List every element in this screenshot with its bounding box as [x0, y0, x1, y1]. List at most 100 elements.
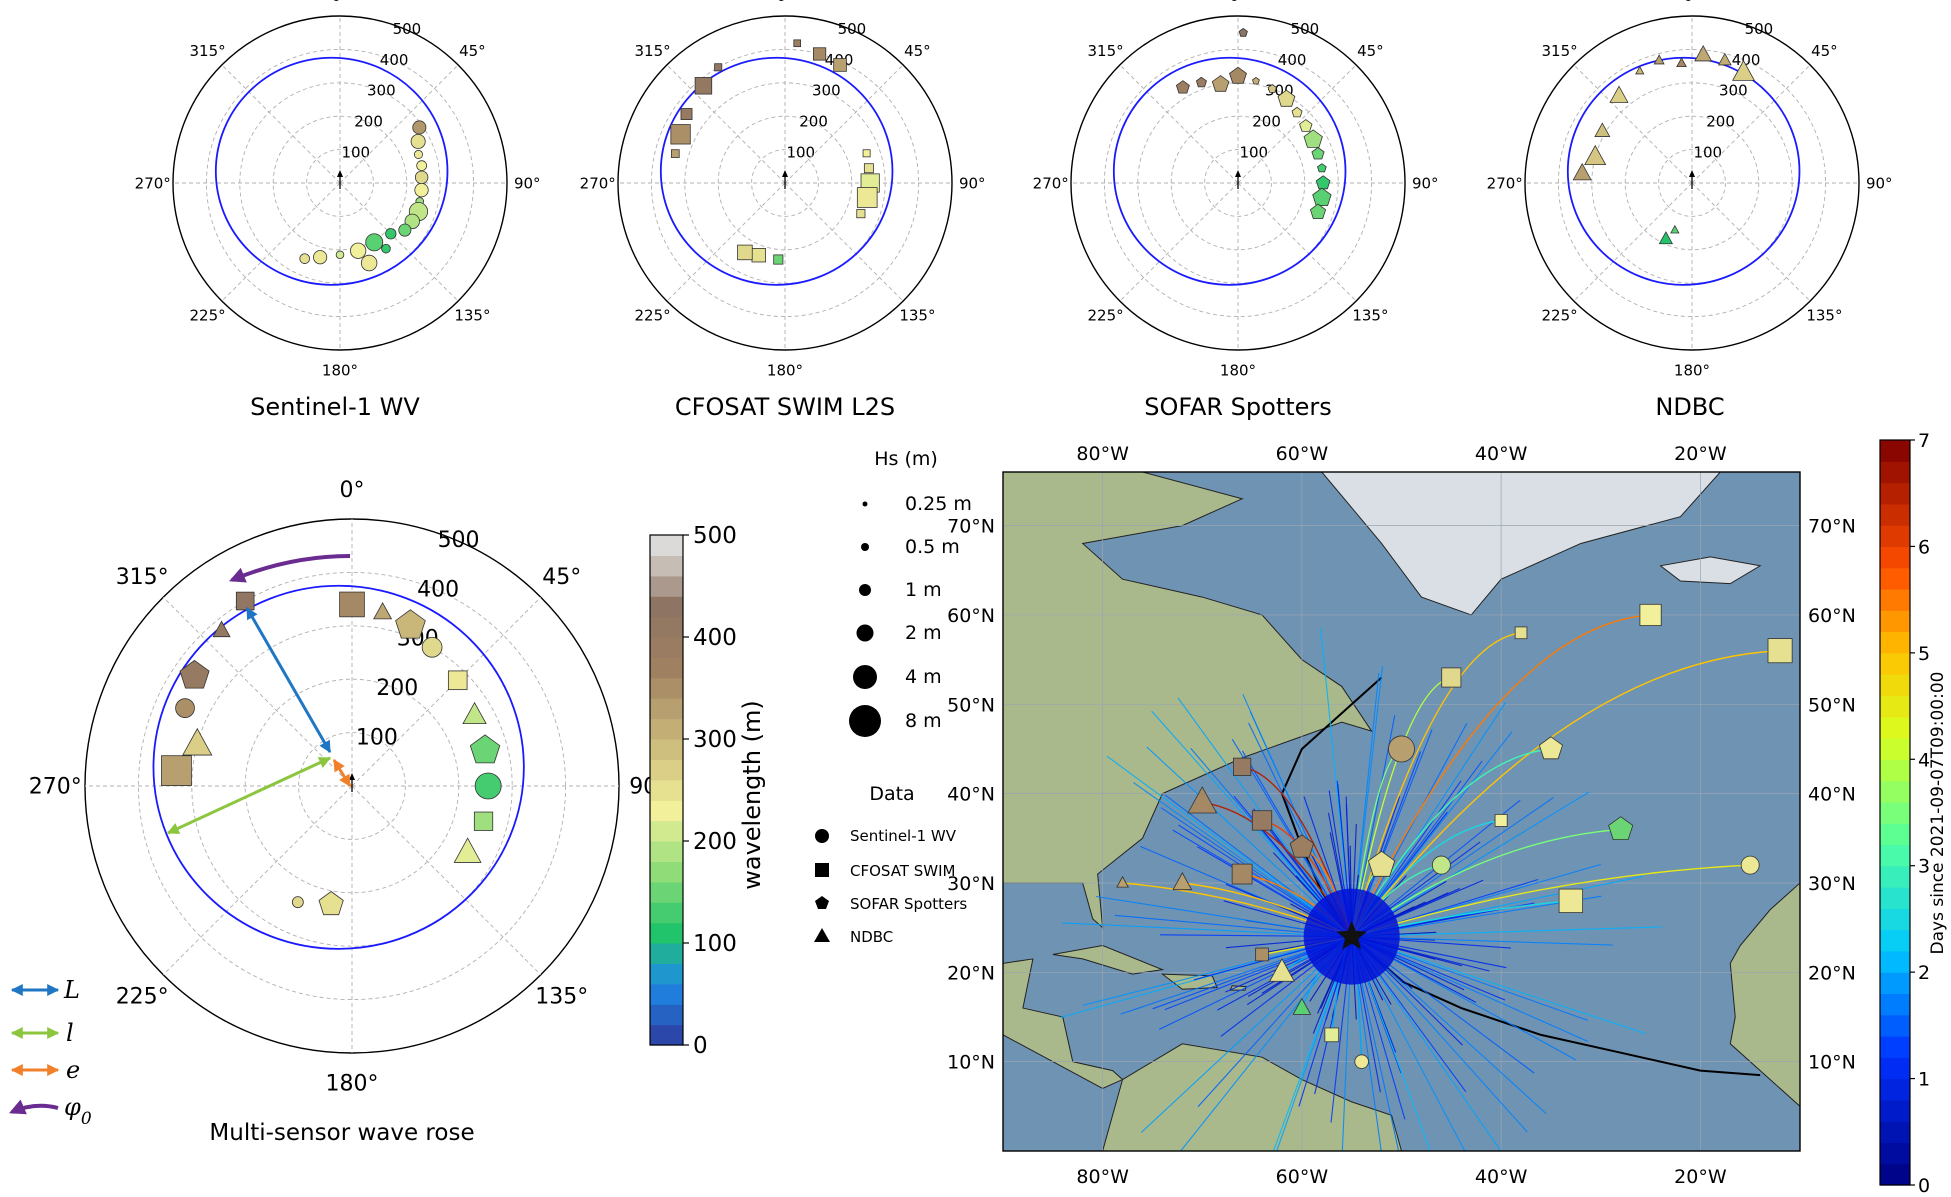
time-colorbar-segment [1880, 908, 1910, 931]
ray [1351, 936, 1646, 1035]
angle-label: 90° [514, 174, 541, 192]
data-marker-square [815, 863, 829, 877]
colorbar-segment [650, 1024, 683, 1046]
data-point [714, 63, 723, 72]
colorbar-tick-label: 500 [693, 523, 737, 549]
reference-ring [152, 584, 525, 950]
map-point [1231, 863, 1253, 885]
time-colorbar-segment [1880, 1099, 1910, 1122]
time-colorbar-frame [1879, 439, 1911, 1186]
angular-grid [1237, 182, 1357, 302]
center-arrowhead [349, 773, 355, 780]
angle-label: 225° [1542, 307, 1578, 325]
rose-frame [172, 15, 508, 351]
data-point [1694, 45, 1713, 62]
ray [1106, 755, 1353, 938]
data-point [350, 242, 367, 259]
data-point [161, 755, 192, 786]
data-point [339, 591, 365, 618]
data-point [737, 244, 753, 261]
data-point [1299, 119, 1313, 132]
angle-label: 315° [1088, 42, 1124, 60]
angular-grid [162, 785, 353, 976]
hs-marker-1 [861, 543, 869, 551]
rose-sofar: 1002003004005000°45°90°135°180°225°270°3… [1033, 0, 1439, 380]
map-point [1441, 667, 1462, 688]
lat-label-right: 50°N [1808, 694, 1856, 716]
map-point [1514, 626, 1528, 640]
radial-tick-label: 300 [1719, 82, 1748, 100]
hs-marker-2 [859, 584, 871, 596]
path-ray [1351, 864, 1751, 938]
ray [1276, 936, 1353, 1151]
arrow-L [245, 606, 332, 754]
rose-title-sentinel: Sentinel-1 WV [250, 393, 420, 421]
map-point [1172, 872, 1193, 891]
angular-grid [221, 64, 341, 184]
ray [1272, 936, 1353, 1151]
lat-label-left: 20°N [947, 962, 995, 984]
data-point [1653, 54, 1665, 65]
hs-marker-5 [849, 705, 881, 737]
map-point [1538, 736, 1563, 760]
time-colorbar-segment [1880, 823, 1910, 846]
path-ray [1351, 650, 1781, 938]
colorbar-segment [650, 677, 683, 699]
lon-label-bottom: 80°W [1076, 1166, 1129, 1188]
data-label-sofar: SOFAR Spotters [850, 895, 967, 913]
time-colorbar-segment [1880, 1057, 1910, 1080]
radial-tick-label: 200 [376, 676, 418, 701]
colorbar-segment [650, 820, 683, 842]
data-point [1311, 147, 1325, 160]
time-colorbar-segment [1880, 440, 1910, 462]
storm-star [1336, 920, 1367, 950]
data-point [416, 160, 428, 172]
data-point [1252, 76, 1260, 85]
data-point [313, 250, 328, 265]
colorbar-segment [650, 963, 683, 985]
data-point [1175, 80, 1190, 94]
colorbar-segment [650, 759, 683, 781]
data-point [373, 601, 393, 620]
legend-label-l: l [66, 1019, 74, 1047]
time-colorbar-segment [1880, 482, 1910, 505]
legend-label-L: L [63, 976, 80, 1004]
data-point [694, 77, 713, 95]
time-colorbar-segment [1880, 610, 1910, 633]
data-legend-title: Data [869, 783, 914, 805]
radial-tick-label: 400 [1732, 51, 1761, 69]
data-point [1312, 187, 1332, 207]
lon-label-bottom: 60°W [1276, 1166, 1329, 1188]
radial-tick-label: 400 [417, 577, 459, 602]
data-point [751, 248, 766, 263]
time-colorbar-segment [1880, 631, 1910, 654]
map-point [1494, 813, 1508, 827]
data-marker-pentagon [815, 896, 829, 909]
legend-label-phi: φ0 [64, 1093, 92, 1129]
data-point [1670, 224, 1680, 234]
colorbar-tick-label: 200 [693, 829, 737, 855]
data-marker-triangle [814, 928, 830, 942]
africa [1729, 757, 1800, 1108]
colorbar-segment [650, 922, 683, 944]
angular-grid [666, 182, 786, 302]
lon-label-bottom: 40°W [1475, 1166, 1528, 1188]
time-colorbar-tick-label: 0 [1918, 1175, 1930, 1197]
map-point [1767, 638, 1793, 664]
radial-tick-label: 300 [367, 82, 396, 100]
time-colorbar-segment [1880, 589, 1910, 611]
data-point [447, 670, 468, 691]
data-point [1195, 76, 1207, 88]
colorbar-segment [650, 800, 683, 822]
angle-label: 90° [1412, 174, 1439, 192]
time-colorbar-tick-label: 3 [1918, 856, 1930, 878]
data-point [1229, 66, 1247, 84]
colorbar-segment [650, 718, 683, 740]
data-point [179, 659, 210, 689]
lat-label-right: 10°N [1808, 1052, 1856, 1074]
cuba [1052, 944, 1165, 975]
angular-grid [351, 596, 542, 787]
time-colorbar-segment [1880, 738, 1910, 760]
lat-label-right: 30°N [1808, 873, 1856, 895]
rose-ndbc: 100 200 300 400 500 0° 45° 90° 135° 180° 225° 270° 3… [1487, 0, 1893, 380]
